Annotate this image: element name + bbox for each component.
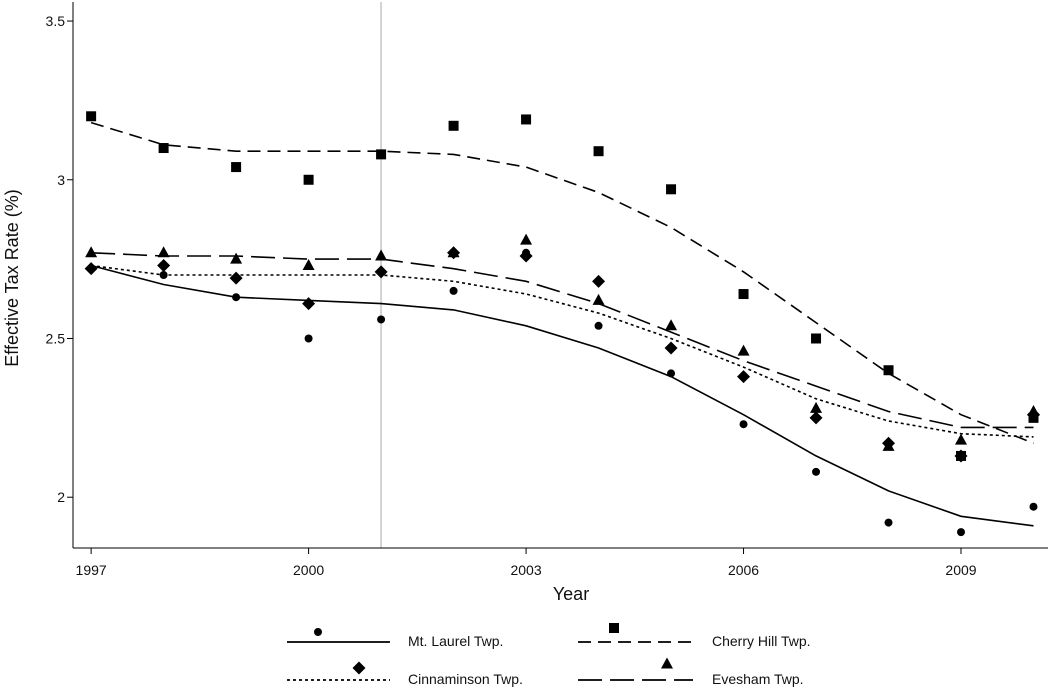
legend-item-series-4: Evesham Twp. — [578, 657, 804, 687]
y-tick-label: 3.5 — [46, 13, 66, 29]
x-tick-label: 2006 — [728, 562, 759, 578]
data-point — [955, 433, 968, 445]
fit-line-series-4 — [91, 252, 1034, 429]
data-point — [812, 467, 821, 476]
fit-line-series-3 — [90, 264, 1034, 438]
data-point — [447, 246, 460, 258]
y-axis-title: Effective Tax Rate (%) — [2, 189, 22, 366]
fit-line-series-1 — [90, 264, 1034, 527]
points-series-3 — [84, 246, 1041, 463]
data-point — [810, 401, 823, 413]
data-point — [231, 162, 242, 173]
data-point — [737, 370, 751, 384]
x-tick-label: 1997 — [76, 562, 107, 578]
x-axis-title: Year — [553, 584, 589, 604]
data-point — [667, 369, 676, 378]
y-tick-label: 3 — [57, 172, 65, 188]
data-point — [957, 528, 966, 537]
x-ticks: 1997 2000 2003 2006 2009 — [76, 548, 977, 578]
data-point — [1027, 405, 1040, 416]
data-point — [594, 321, 603, 330]
data-point — [521, 114, 532, 125]
legend-label: Mt. Laurel Twp. — [408, 633, 503, 649]
data-point — [158, 143, 169, 154]
data-point — [520, 233, 533, 245]
data-point — [302, 297, 316, 311]
data-point — [592, 274, 606, 288]
y-ticks: 2 2.5 3 3.5 — [46, 13, 73, 505]
data-point — [519, 249, 533, 263]
data-point — [375, 249, 388, 261]
data-point — [884, 518, 893, 527]
data-point — [592, 293, 605, 305]
data-point — [84, 262, 98, 276]
y-tick-label: 2.5 — [46, 330, 66, 346]
data-point — [157, 258, 171, 272]
x-tick-label: 2009 — [945, 562, 976, 578]
data-point — [302, 258, 315, 270]
y-tick-label: 2 — [57, 489, 65, 505]
data-point — [666, 184, 677, 195]
data-point — [811, 333, 822, 344]
data-point — [449, 286, 458, 295]
legend-item-series-3: Cinnaminson Twp. — [287, 661, 523, 687]
legend-label: Evesham Twp. — [712, 671, 804, 687]
data-point — [85, 246, 98, 258]
data-point — [376, 149, 387, 160]
legend-item-series-1: Mt. Laurel Twp. — [287, 628, 503, 649]
data-point — [664, 341, 678, 355]
data-point — [377, 315, 386, 324]
data-point — [738, 289, 749, 300]
data-point — [304, 334, 313, 343]
data-point — [303, 174, 314, 185]
legend-item-series-2: Cherry Hill Twp. — [578, 623, 811, 649]
points-series-2 — [86, 111, 1039, 461]
data-point — [882, 439, 895, 451]
x-tick-label: 2000 — [293, 562, 324, 578]
data-point — [374, 265, 388, 279]
data-point — [448, 120, 459, 131]
data-point — [159, 271, 168, 279]
legend-marker — [661, 657, 673, 669]
data-point — [232, 293, 241, 302]
plot-area — [84, 2, 1041, 548]
data-point — [739, 420, 748, 429]
data-point — [229, 271, 243, 285]
legend-marker — [609, 623, 619, 633]
data-point — [1029, 502, 1038, 511]
data-point — [954, 449, 968, 463]
data-point — [883, 365, 894, 376]
legend-marker — [352, 661, 366, 675]
data-point — [593, 146, 604, 157]
legend-label: Cherry Hill Twp. — [712, 633, 811, 649]
legend: Mt. Laurel Twp. Cherry Hill Twp. Cinnamins… — [287, 623, 811, 687]
legend-label: Cinnaminson Twp. — [408, 671, 523, 687]
fit-line-series-2 — [90, 121, 1034, 444]
data-point — [230, 252, 243, 264]
data-point — [665, 319, 678, 331]
x-tick-label: 2003 — [510, 562, 541, 578]
data-point — [86, 111, 97, 122]
data-point — [737, 344, 750, 356]
data-point — [157, 246, 170, 258]
legend-marker — [314, 628, 322, 636]
data-point — [809, 411, 823, 425]
axes: 2 2.5 3 3.5 1997 2000 2003 2006 2009 — [46, 2, 1048, 578]
points-series-4 — [85, 233, 1040, 451]
